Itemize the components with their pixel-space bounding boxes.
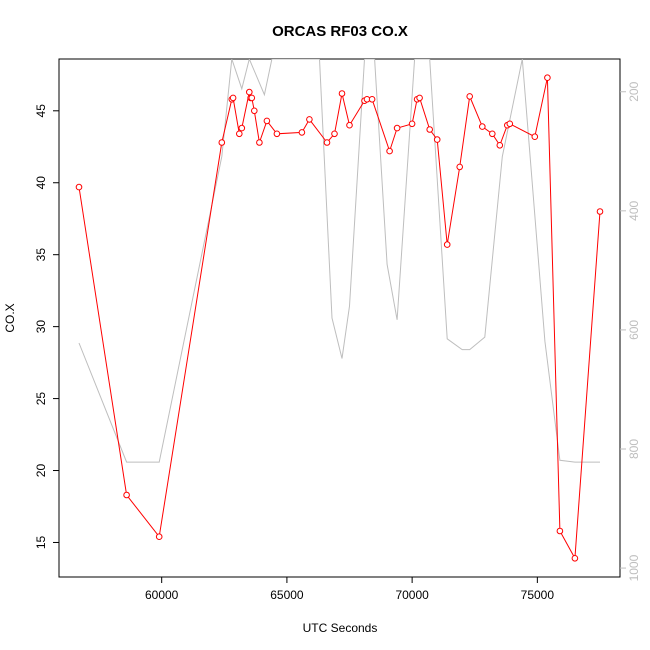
data-point [416,94,423,102]
series-layer [75,59,604,562]
data-point [251,107,258,115]
data-point [331,130,338,138]
x-tick-label: 70000 [395,588,429,602]
data-point [443,241,451,248]
x-tick-label: 75000 [521,588,555,602]
data-point [596,208,604,215]
x-axis-label: UTC Seconds [303,621,378,635]
data-point [218,139,226,146]
data-point [246,88,253,96]
data-point [496,142,504,149]
data-point [123,491,130,499]
x-axis: 60000 65000 70000 75000 [145,577,554,602]
data-point [306,116,313,123]
secondary-series-line [78,59,600,463]
data-point [489,130,496,138]
data-point [298,129,306,136]
y2-tick-label: 400 [627,200,641,220]
data-point [256,139,263,146]
y-tick-label: 20 [34,464,48,478]
data-point [433,136,441,143]
data-point [556,527,564,535]
data-point [408,120,416,128]
data-point [368,96,376,103]
y-tick-label: 40 [34,176,48,190]
y2-tick-label: 200 [627,81,641,101]
data-point [544,74,551,81]
data-point [506,120,514,128]
data-point [273,130,281,138]
data-point [155,533,163,541]
y-tick-label: 15 [34,535,48,549]
data-point [571,555,579,562]
data-point [75,183,83,191]
plot-area [58,58,621,578]
x-tick-label: 65000 [270,588,304,602]
y2-tick-label: 800 [627,439,641,459]
data-point [426,126,434,133]
y2-tick-label: 600 [627,320,641,340]
data-point [236,130,243,138]
data-point [323,139,331,146]
y-tick-label: 25 [34,392,48,406]
data-point [393,124,401,132]
y-tick-label: 45 [34,104,48,118]
data-point [386,147,393,155]
primary-series-line [78,77,601,561]
data-point [466,93,474,100]
y-axis-left: 15 20 25 30 35 40 45 [34,104,59,549]
x-tick-label: 60000 [145,588,179,602]
plot-frame [58,58,621,578]
data-point [338,90,346,97]
data-point [229,94,237,102]
data-point [248,94,256,102]
y-tick-label: 35 [34,248,48,262]
y-axis-label: CO.X [3,303,17,332]
primary-series [75,74,604,562]
y-axis-right: 200 400 600 800 1000 [620,81,641,581]
y-tick-label: 30 [34,320,48,334]
data-point [531,133,539,140]
data-point [346,121,353,129]
chart-title: ORCAS RF03 CO.X [272,23,408,40]
secondary-series [78,59,600,463]
data-point [456,163,464,171]
data-point [238,124,246,132]
data-point [479,123,486,130]
y2-tick-label: 1000 [627,554,641,581]
data-point [263,117,271,125]
